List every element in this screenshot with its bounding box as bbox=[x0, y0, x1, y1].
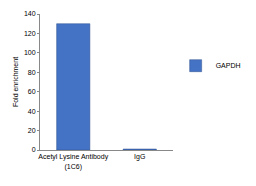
svg-text:80: 80 bbox=[28, 69, 36, 76]
svg-text:Fold enrichment: Fold enrichment bbox=[12, 57, 19, 107]
svg-text:20: 20 bbox=[28, 127, 36, 134]
svg-text:Acetyl Lysine Antibody(1C6): Acetyl Lysine Antibody(1C6) bbox=[38, 153, 108, 170]
svg-text:60: 60 bbox=[28, 88, 36, 95]
svg-text:IgG: IgG bbox=[134, 153, 145, 161]
svg-text:120: 120 bbox=[24, 30, 36, 37]
svg-text:GAPDH: GAPDH bbox=[216, 62, 241, 69]
svg-text:140: 140 bbox=[24, 10, 36, 17]
svg-text:0: 0 bbox=[32, 146, 36, 153]
svg-text:40: 40 bbox=[28, 108, 36, 115]
svg-text:100: 100 bbox=[24, 49, 36, 56]
